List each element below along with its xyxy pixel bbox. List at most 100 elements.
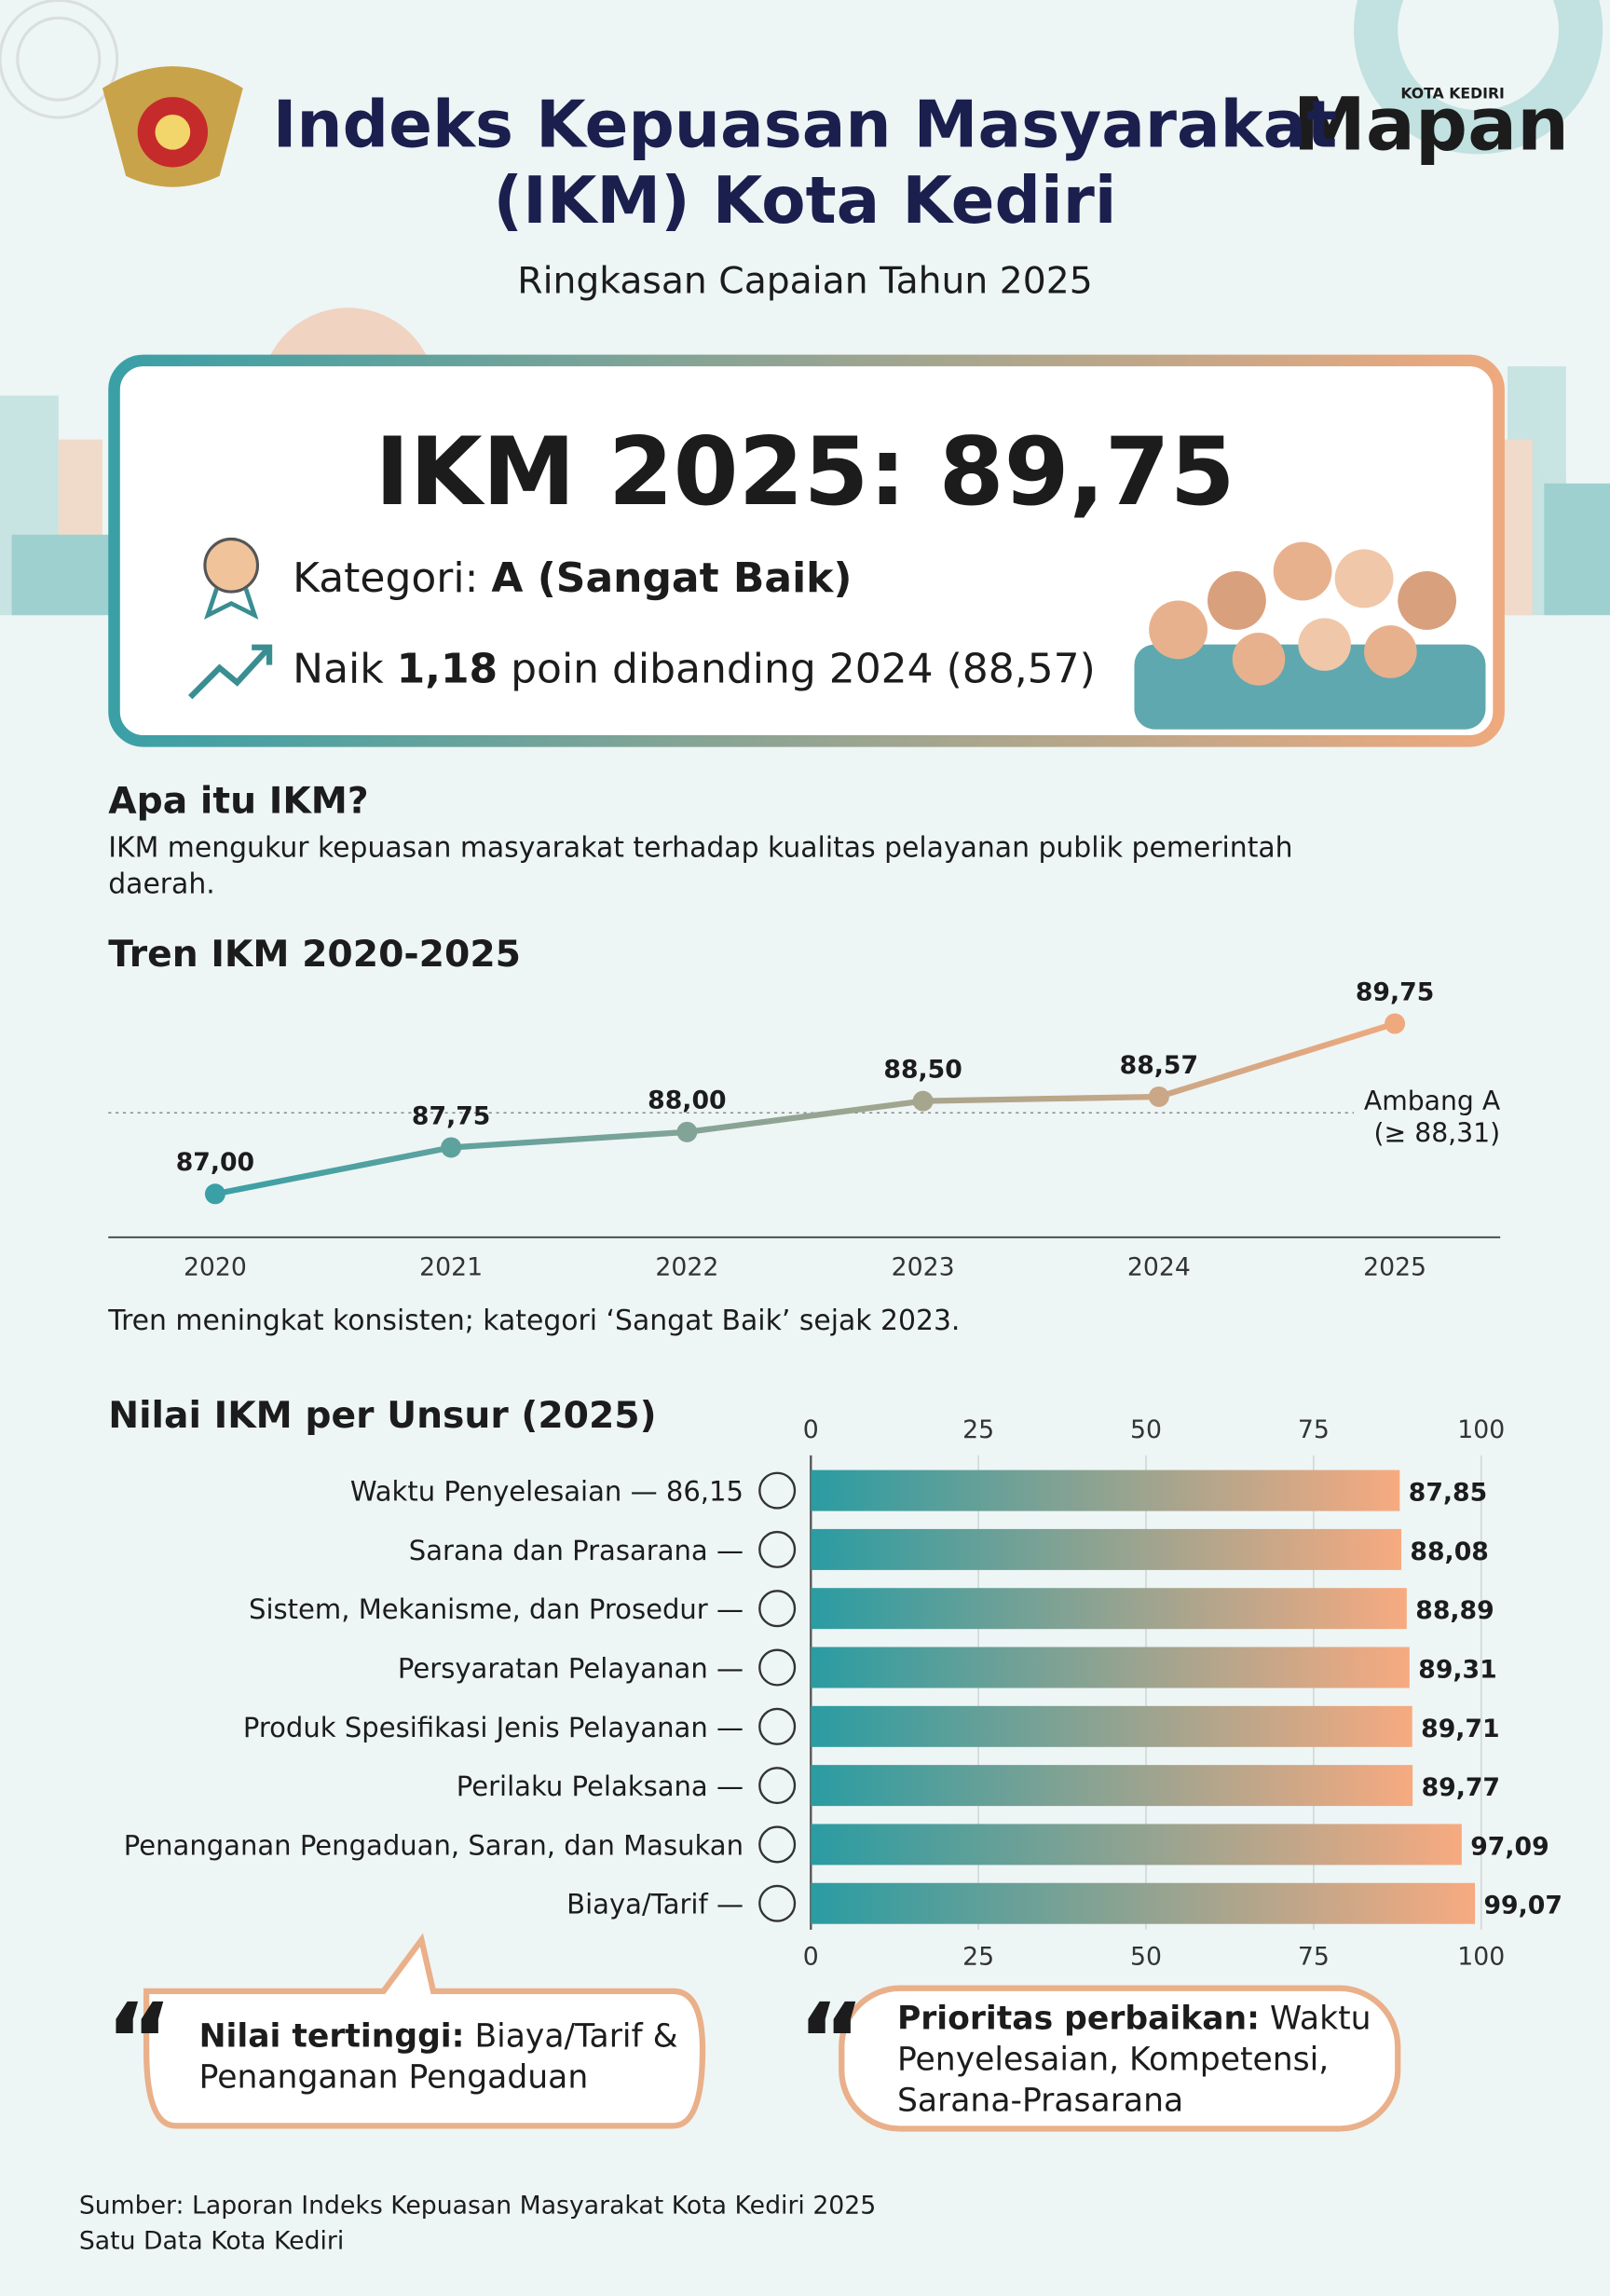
callout-bold: Nilai tertinggi:	[199, 2018, 465, 2056]
headline: IKM 2025: 89,75	[375, 417, 1235, 526]
value-label: 88,00	[648, 1086, 726, 1115]
value-label: 89,31	[1418, 1656, 1496, 1685]
icon	[758, 1884, 797, 1922]
bar	[811, 1469, 1400, 1511]
category-label: Waktu Penyelesaian — 86,15	[350, 1476, 744, 1508]
category-label: Sarana dan Prasarana —	[409, 1535, 744, 1566]
x-tick-label: 75	[1298, 1943, 1330, 1972]
point	[676, 1121, 698, 1142]
people-illustration	[1134, 541, 1486, 730]
source: Satu Data Kota Kediri	[79, 2226, 344, 2255]
value-label: 88,08	[1410, 1538, 1488, 1566]
value-label: 87,00	[176, 1148, 254, 1177]
icon	[758, 1648, 797, 1687]
value-label: 87,75	[412, 1101, 490, 1130]
category-label: Penanganan Pengaduan, Saran, dan Masukan	[124, 1829, 744, 1861]
value-label: 88,89	[1415, 1596, 1494, 1625]
callout-bold: Prioritas perbaikan:	[897, 2001, 1260, 2038]
x-tick-label: 50	[1130, 1415, 1162, 1444]
change-text: poin dibanding 2024 (88,57)	[498, 645, 1096, 692]
x-tick-label: 2023	[892, 1253, 955, 1282]
bar	[811, 1824, 1462, 1866]
icon	[758, 1471, 797, 1510]
chart-title: Tren IKM 2020-2025	[108, 934, 521, 976]
x-tick-label: 25	[962, 1943, 994, 1972]
bar	[811, 1647, 1410, 1688]
x-tick-label: 2022	[655, 1253, 718, 1282]
point	[441, 1137, 462, 1158]
icon	[758, 1530, 797, 1568]
icon	[758, 1825, 797, 1864]
icon	[758, 1767, 797, 1805]
category-value: A (Sangat Baik)	[491, 554, 852, 602]
emblem	[102, 66, 243, 187]
x-tick-label: 25	[962, 1415, 994, 1444]
point	[204, 1183, 225, 1205]
x-tick-label: 0	[803, 1943, 819, 1972]
value-label: 89,71	[1421, 1715, 1499, 1743]
point	[912, 1090, 934, 1112]
source: Sumber: Laporan Indeks Kepuasan Masyarak…	[79, 2192, 876, 2221]
value-label: 88,50	[883, 1055, 962, 1084]
trend-icon	[187, 644, 273, 700]
change-text: Naik	[293, 645, 397, 692]
callout-line: Waktu	[1260, 2001, 1371, 2038]
bar	[811, 1528, 1401, 1570]
value-label: 97,09	[1470, 1832, 1549, 1861]
logo-small: KOTA KEDIRI	[1400, 85, 1505, 102]
callout-text: Penyelesaian, Kompetensi,	[897, 2042, 1329, 2079]
x-tick-label: 100	[1457, 1415, 1505, 1444]
value-label: 88,57	[1120, 1051, 1198, 1080]
x-tick-label: 2024	[1127, 1253, 1191, 1282]
callout-text: Prioritas perbaikan: Waktu	[897, 2001, 1371, 2038]
threshold-label: (≥ 88,31)	[1374, 1118, 1501, 1149]
bar	[811, 1882, 1476, 1924]
category-label: Produk Spesifikasi Jenis Pelayanan —	[243, 1712, 744, 1743]
icon	[758, 1707, 797, 1745]
subtitle: Ringkasan Capaian Tahun 2025	[517, 261, 1092, 303]
category-label: Kategori:	[293, 554, 491, 602]
category-label: Persyaratan Pelayanan —	[398, 1653, 744, 1685]
paragraph: IKM mengukur kepuasan masyarakat terhada…	[108, 831, 1292, 864]
chart-title: Nilai IKM per Unsur (2025)	[108, 1395, 656, 1437]
title: Indeks Kepuasan Masyarakat	[273, 88, 1338, 162]
point	[1385, 1013, 1406, 1034]
quote-mark: “	[105, 1981, 172, 2100]
line-chart: Tren IKM 2020-2025 Ambang A(≥ 88,31) 87,00…	[107, 934, 1501, 1337]
x-tick-label: 2021	[419, 1253, 483, 1282]
value-label: 87,85	[1409, 1479, 1487, 1508]
callout-text: Penanganan Pengaduan	[199, 2059, 589, 2097]
bar	[811, 1588, 1407, 1630]
value-label: 99,07	[1483, 1892, 1562, 1920]
x-tick-label: 50	[1130, 1943, 1162, 1972]
paragraph: daerah.	[108, 868, 214, 901]
logo: Mapan	[1293, 82, 1569, 168]
change: Naik 1,18 poin dibanding 2024 (88,57)	[293, 645, 1096, 692]
category-label: Sistem, Mekanisme, dan Prosedur —	[249, 1593, 744, 1625]
chart-note: Tren meningkat konsisten; kategori ‘Sang…	[107, 1305, 960, 1337]
x-tick-label: 0	[803, 1415, 819, 1444]
threshold-label: Ambang A	[1364, 1086, 1501, 1116]
x-tick-label: 2025	[1363, 1253, 1426, 1282]
point	[1148, 1086, 1169, 1107]
trend-line	[214, 1020, 1397, 1197]
category-label: Biaya/Tarif —	[566, 1889, 744, 1920]
value-label: 89,75	[1356, 977, 1434, 1006]
badge-icon	[203, 537, 260, 620]
callout: “	[798, 1981, 1401, 2132]
change-value: 1,18	[397, 645, 498, 692]
callout: “	[105, 1933, 706, 2129]
title: (IKM) Kota Kediri	[494, 164, 1117, 239]
x-tick-label: 2020	[184, 1253, 247, 1282]
bar	[811, 1765, 1413, 1807]
category-label: Perilaku Pelaksana —	[457, 1770, 744, 1802]
category: Kategori: A (Sangat Baik)	[293, 554, 852, 602]
x-tick-label: 75	[1298, 1415, 1330, 1444]
value-label: 89,77	[1422, 1773, 1500, 1802]
icon	[758, 1590, 797, 1628]
bar-chart: Nilai IKM per Unsur (2025) 0 0 25 25 50 50 75 75…	[108, 1395, 1562, 1972]
x-tick-label: 100	[1457, 1943, 1505, 1972]
bar	[811, 1705, 1412, 1747]
callout-line: Biaya/Tarif &	[464, 2018, 677, 2056]
